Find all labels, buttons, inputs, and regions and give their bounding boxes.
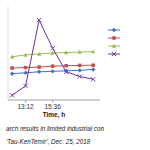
plot-area: [10, 18, 96, 98]
data-point: [23, 71, 27, 75]
data-point: [37, 18, 41, 22]
x-tick-label: 13:12: [17, 103, 34, 110]
data-point: [10, 66, 14, 70]
data-point: [91, 67, 95, 71]
caption: 'Tau-KenTemir', Dec. 25, 2018: [6, 138, 91, 145]
data-point: [91, 63, 95, 67]
data-point: [23, 53, 27, 57]
x-axis-label: Time, h: [43, 111, 66, 119]
data-point: [78, 74, 82, 78]
data-point: [91, 49, 95, 53]
data-point: [64, 70, 68, 74]
chart: 13:12 15:36Time, h arch results in limited…: [0, 0, 150, 150]
y-axis: [8, 6, 9, 100]
data-point: [78, 68, 82, 72]
data-point: [37, 70, 41, 74]
data-point: [64, 64, 68, 68]
data-point: [50, 46, 54, 50]
legend-marker: [112, 28, 116, 32]
data-point: [78, 64, 82, 68]
data-point: [37, 65, 41, 69]
data-point: [50, 69, 54, 73]
x-axis: [8, 100, 100, 101]
legend-marker: [112, 52, 116, 56]
data-point: [10, 93, 14, 97]
x-tick-label: 15:36: [45, 103, 62, 110]
data-point: [51, 64, 55, 68]
legend: [108, 28, 120, 56]
data-point: [10, 55, 14, 59]
data-point: [23, 84, 27, 88]
data-point: [64, 50, 68, 54]
legend-marker: [112, 44, 116, 48]
data-point: [91, 77, 95, 81]
series-line: [12, 20, 93, 95]
legend-marker: [112, 36, 116, 40]
caption: arch results in limited industrial con: [6, 125, 104, 132]
data-point: [37, 52, 41, 56]
data-point: [78, 50, 82, 54]
data-point: [10, 71, 14, 75]
data-point: [24, 66, 28, 70]
